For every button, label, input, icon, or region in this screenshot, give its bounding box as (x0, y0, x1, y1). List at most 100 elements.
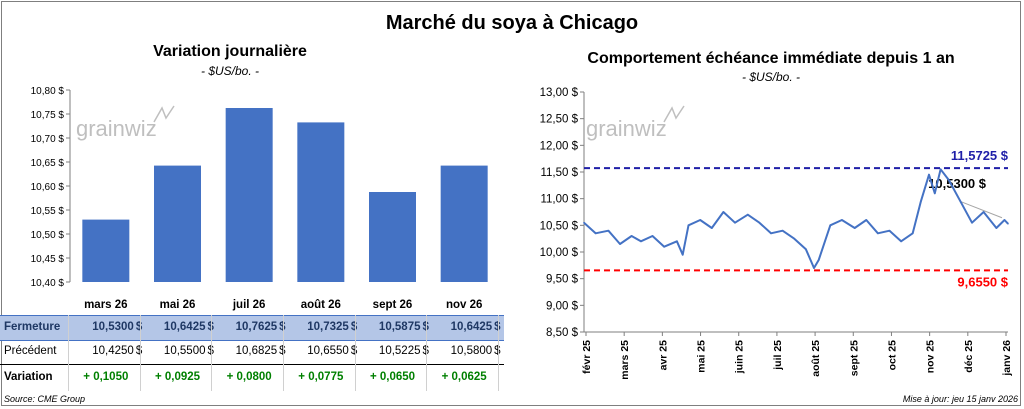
table-row-fermeture: Fermeture 10,5300$10,6425$10,7625$10,732… (0, 315, 504, 341)
precedent-currency: $ (136, 345, 142, 357)
line-x-tick-label: avr 25 (657, 340, 669, 371)
precedent-label: Précédent (4, 345, 57, 357)
watermark-glyph (663, 105, 685, 123)
line-x-tick-label: nov 25 (925, 340, 937, 373)
bar-x-label: mars 26 (84, 299, 127, 311)
price-point (928, 173, 930, 176)
table-column-divider (426, 315, 428, 391)
watermark-logo: grainwiz (586, 116, 667, 141)
bar-y-tick-label: 10,50 $ (31, 230, 65, 241)
price-point (722, 211, 725, 213)
line-x-tick-label: déc 25 (963, 340, 975, 373)
precedent-currency: $ (423, 345, 429, 357)
price-series-line (583, 168, 1009, 269)
bar-sept-26 (369, 192, 416, 282)
price-point (853, 227, 856, 229)
price-point (817, 259, 820, 261)
bar-mai-26 (154, 165, 201, 282)
line-y-tick-label: 11,50 $ (540, 167, 578, 179)
variation-value: + 0,0775 (298, 371, 344, 383)
precedent-value: 10,4250 (92, 345, 134, 357)
precedent-value: 10,6550 (307, 345, 349, 357)
price-point (619, 243, 621, 245)
bar-juil-26 (225, 108, 273, 282)
bar-août-26 (297, 122, 345, 283)
variation-value: + 0,0650 (369, 371, 416, 383)
table-column-divider (498, 315, 499, 391)
price-point (813, 267, 815, 269)
price-point (758, 221, 761, 224)
fermeture-currency: $ (136, 321, 142, 333)
price-point (934, 192, 936, 195)
bar-y-tick-label: 10,75 $ (31, 110, 65, 121)
line-y-tick-label: 11,00 $ (540, 194, 578, 206)
price-point (971, 221, 973, 224)
bar-y-tick-label: 10,65 $ (31, 158, 65, 169)
fermeture-value: 10,6425 (163, 321, 206, 333)
line-y-tick-label: 10,50 $ (540, 220, 579, 232)
price-point (805, 248, 807, 251)
line-y-tick-label: 13,00 $ (540, 87, 579, 99)
line-y-tick-label: 12,00 $ (540, 140, 579, 152)
last-value-label: 10,5300 $ (928, 176, 987, 191)
price-point (676, 240, 678, 243)
price-point (651, 235, 654, 237)
price-point (630, 235, 633, 237)
price-point (947, 179, 950, 181)
price-point (888, 229, 891, 232)
fermeture-value: 10,5300 (92, 321, 134, 333)
max-label: 11,5725 $ (951, 148, 1009, 163)
bar-y-tick-label: 10,45 $ (31, 254, 65, 265)
price-point (920, 200, 922, 203)
price-point (982, 211, 985, 213)
price-point (911, 232, 914, 235)
table-row-precedent: Précédent 10,4250$10,5500$10,6825$10,655… (0, 340, 504, 365)
fermeture-value: 10,7325 (307, 321, 349, 333)
precedent-value: 10,6825 (235, 345, 278, 357)
last-value-leader (959, 200, 1003, 219)
line-x-tick-label: mars 25 (619, 340, 631, 380)
price-point (770, 232, 772, 235)
bar-y-tick-label: 10,55 $ (31, 206, 65, 217)
bar-x-label: nov 26 (446, 299, 482, 311)
update-note: Mise à jour: jeu 15 janv 2026 (902, 394, 1018, 404)
line-y-tick-label: 9,50 $ (546, 274, 579, 286)
price-point (1003, 219, 1006, 221)
min-label: 9,6550 $ (957, 274, 1008, 289)
table-column-divider (211, 315, 213, 391)
line-x-tick-label: mai 25 (696, 340, 708, 373)
price-point (746, 213, 749, 216)
source-note: Source: CME Group (4, 394, 86, 404)
bar-y-tick-label: 10,60 $ (31, 182, 65, 193)
precedent-value: 10,5225 (378, 345, 421, 357)
bar-y-tick-label: 10,80 $ (31, 86, 65, 97)
price-point (793, 237, 796, 240)
price-point (663, 245, 665, 248)
bar-x-label: juil 26 (232, 299, 266, 311)
watermark-glyph (153, 105, 175, 123)
fermeture-currency: $ (279, 321, 285, 333)
line-y-tick-label: 9,00 $ (546, 300, 579, 312)
line-x-tick-label: oct 25 (886, 340, 898, 371)
watermark-logo: grainwiz (76, 116, 157, 141)
price-point (594, 232, 597, 235)
bar-chart-title: Variation journalière (153, 43, 307, 60)
price-point (681, 253, 684, 256)
precedent-currency: $ (279, 345, 285, 357)
line-y-tick-label: 8,50 $ (546, 327, 579, 339)
line-y-tick-label: 10,00 $ (540, 247, 579, 259)
price-point (640, 240, 642, 243)
fermeture-value: 10,7625 (235, 321, 278, 333)
line-x-tick-label: févr 25 (581, 340, 593, 374)
bar-y-tick-label: 10,40 $ (31, 278, 65, 289)
line-x-tick-label: juil 25 (772, 340, 784, 371)
line-x-tick-label: juin 25 (734, 340, 746, 374)
table-column-divider (68, 315, 69, 391)
price-point (699, 219, 701, 221)
line-x-tick-label: sept 25 (848, 340, 860, 376)
variation-value: + 0,0625 (441, 371, 487, 383)
price-point (734, 221, 736, 224)
precedent-currency: $ (494, 345, 500, 357)
price-point (781, 229, 784, 232)
